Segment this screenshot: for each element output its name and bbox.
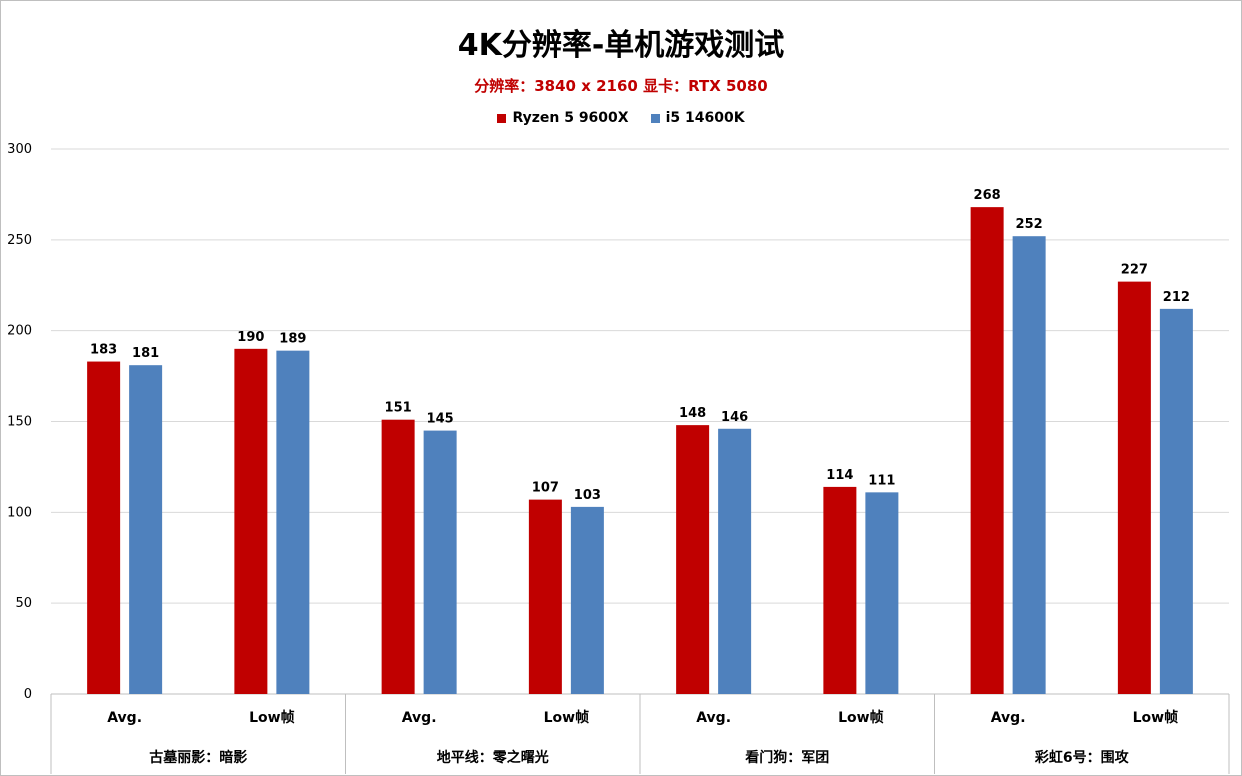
- y-tick-label: 150: [7, 415, 32, 430]
- legend-item-intel: i5 14600K: [650, 110, 745, 126]
- bar: [381, 419, 415, 694]
- x-category-label: Avg.: [696, 710, 731, 726]
- bar: [1012, 236, 1046, 694]
- group-label: 地平线：零之曙光: [437, 749, 549, 766]
- bar-value-label: 212: [1163, 290, 1190, 305]
- bar-value-label: 268: [974, 188, 1001, 203]
- bar: [970, 207, 1004, 694]
- bar-value-label: 151: [385, 401, 412, 416]
- x-category-label: Avg.: [107, 710, 142, 726]
- y-tick-label: 100: [7, 505, 32, 520]
- bar-value-label: 145: [427, 412, 454, 427]
- bar-value-label: 227: [1121, 263, 1148, 278]
- bar-value-label: 107: [532, 481, 559, 496]
- bar: [87, 361, 121, 694]
- bar: [129, 365, 163, 694]
- bar: [718, 428, 752, 694]
- legend-item-ryzen: Ryzen 5 9600X: [497, 110, 629, 126]
- bar: [676, 425, 710, 694]
- bar-value-label: 190: [237, 330, 264, 345]
- legend-label-intel: i5 14600K: [665, 110, 745, 126]
- bar: [528, 499, 562, 694]
- y-tick-label: 300: [7, 142, 32, 157]
- chart-title: 4K分辨率-单机游戏测试: [457, 28, 785, 63]
- y-tick-label: 200: [7, 324, 32, 339]
- bar-value-label: 146: [721, 410, 748, 425]
- x-category-label: Low帧: [1133, 709, 1178, 726]
- group-label: 彩虹6号：围攻: [1034, 749, 1130, 766]
- x-category-label: Low帧: [544, 709, 589, 726]
- bar: [423, 430, 457, 694]
- bar: [1159, 308, 1193, 694]
- y-tick-label: 250: [7, 233, 32, 248]
- chart-legend: Ryzen 5 9600X i5 14600K: [0, 110, 1242, 126]
- y-tick-label: 0: [24, 687, 32, 702]
- bar: [276, 350, 310, 694]
- group-label: 古墓丽影：暗影: [149, 749, 247, 766]
- bar: [1117, 281, 1151, 694]
- bar-value-label: 183: [90, 343, 117, 358]
- bar-value-label: 252: [1016, 217, 1043, 232]
- bar: [865, 492, 899, 694]
- x-category-label: Low帧: [838, 709, 883, 726]
- bar-value-label: 114: [826, 468, 853, 483]
- legend-swatch-ryzen: [497, 113, 507, 123]
- x-category-label: Avg.: [991, 710, 1026, 726]
- bar: [234, 348, 268, 694]
- x-category-label: Low帧: [249, 709, 294, 726]
- y-tick-label: 50: [15, 596, 32, 611]
- legend-label-ryzen: Ryzen 5 9600X: [512, 110, 629, 126]
- legend-swatch-intel: [650, 113, 660, 123]
- bar-value-label: 103: [574, 488, 601, 503]
- bar: [570, 506, 604, 694]
- x-category-label: Avg.: [402, 710, 437, 726]
- group-label: 看门狗：军团: [744, 749, 829, 766]
- bar-value-label: 148: [679, 406, 706, 421]
- chart-subtitle: 分辨率：3840 x 2160 显卡：RTX 5080: [474, 77, 768, 95]
- bar-value-label: 181: [132, 346, 159, 361]
- bar-value-label: 111: [868, 473, 895, 488]
- bar: [823, 486, 857, 694]
- bar-value-label: 189: [279, 332, 306, 347]
